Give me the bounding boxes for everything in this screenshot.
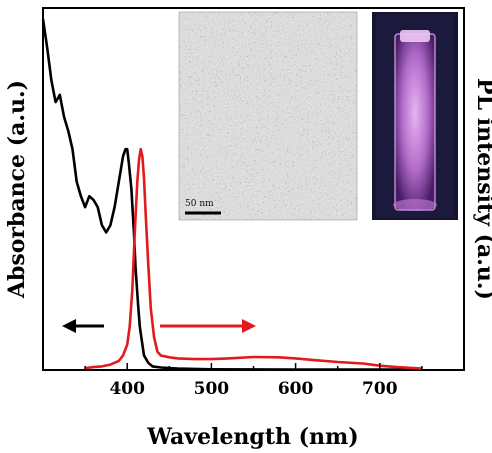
cuvette-photo-inset [372, 12, 458, 220]
absorbance-series-line [41, 18, 422, 371]
x-axis-title: Wavelength (nm) [146, 424, 358, 450]
x-tick-label: 400 [109, 379, 145, 399]
x-tick-layer: 400 500 600 700 [84, 363, 423, 399]
y-axis-right-title: PL intensity (a.u.) [472, 78, 492, 300]
series-layer [41, 18, 422, 371]
absorbance-axis-arrow [62, 319, 104, 333]
pl-axis-arrow [160, 319, 256, 333]
pl-series-line [84, 147, 422, 370]
x-tick-label: 600 [278, 379, 314, 399]
tem-inset: 50 nm [178, 11, 358, 221]
x-tick-label: 500 [194, 379, 230, 399]
y-axis-left-title: Absorbance (a.u.) [4, 80, 30, 299]
tem-image [179, 12, 357, 220]
cuvette-glow [395, 34, 435, 210]
x-tick-label: 700 [362, 379, 398, 399]
tem-scale-label: 50 nm [185, 199, 214, 209]
